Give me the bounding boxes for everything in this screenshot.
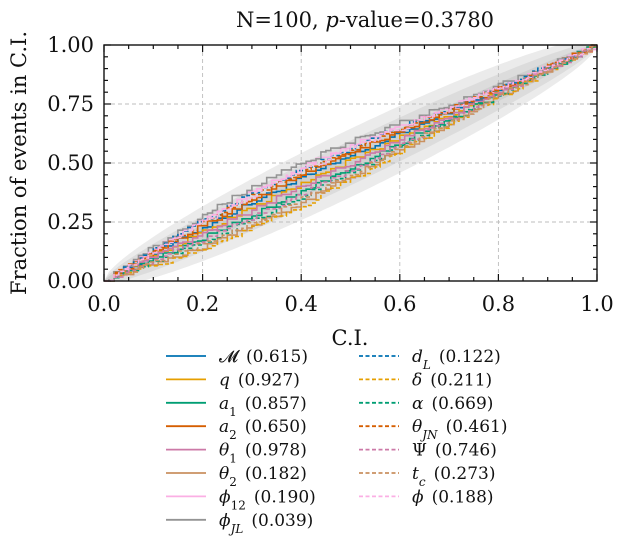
legend-label-phi: ϕ (0.188) (412, 487, 494, 507)
legend-label-phi12: ϕ12 (0.190) (219, 487, 316, 512)
legend-label-a1: a1 (0.857) (219, 394, 307, 419)
legend-label-theta2: θ2 (0.182) (219, 464, 307, 489)
series-line-phi (104, 45, 598, 282)
y-tick-labels: 0.00 0.25 0.50 0.75 1.00 (47, 33, 94, 293)
series-line-thetaJN (104, 45, 598, 282)
legend-label-theta1: θ1 (0.978) (219, 441, 307, 466)
series-line-tc (104, 44, 597, 282)
y-tick-label: 0.00 (47, 269, 94, 293)
x-tick-label: 0.6 (383, 292, 416, 316)
legend-label-M: 𝓜 (0.615) (219, 347, 308, 367)
legend-label-delta: δ (0.211) (412, 370, 492, 390)
y-tick-label: 0.50 (47, 151, 94, 175)
y-tick-label: 0.75 (47, 92, 94, 116)
x-tick-label: 0.8 (482, 292, 515, 316)
series-line-alpha (104, 45, 598, 282)
legend-label-dL: dL (0.122) (412, 347, 501, 372)
legend-label-Psi: Ψ (0.746) (412, 441, 497, 461)
series-line-Psi (104, 44, 598, 282)
legend-label-thetaJN: θJN (0.461) (412, 417, 508, 442)
axis-ticks (103, 44, 598, 282)
legend-label-q: q (0.927) (219, 370, 300, 390)
chart-title: N=100, p-value=0.3780 (236, 8, 494, 32)
legend: 𝓜 (0.615) q (0.927) a1 (0.857)a2 (0.650)θ1 (0.9… (166, 347, 508, 536)
legend-label-a2: a2 (0.650) (219, 417, 307, 442)
y-tick-label: 1.00 (47, 33, 94, 57)
x-axis-label: C.I. (332, 326, 369, 350)
series-lines (104, 44, 598, 282)
y-tick-label: 0.25 (47, 210, 94, 234)
y-axis-label: Fraction of events in C.I. (7, 31, 31, 295)
x-tick-label: 0.2 (186, 292, 219, 316)
x-tick-label: 0.0 (87, 292, 120, 316)
legend-label-alpha: α (0.669) (412, 394, 493, 414)
legend-label-phiJL: ϕJL (0.039) (219, 511, 313, 536)
x-tick-label: 0.4 (284, 292, 317, 316)
legend-label-tc: tc (0.273) (412, 464, 496, 489)
x-tick-labels: 0.0 0.2 0.4 0.6 0.8 1.0 (87, 292, 613, 316)
x-tick-label: 1.0 (580, 292, 613, 316)
